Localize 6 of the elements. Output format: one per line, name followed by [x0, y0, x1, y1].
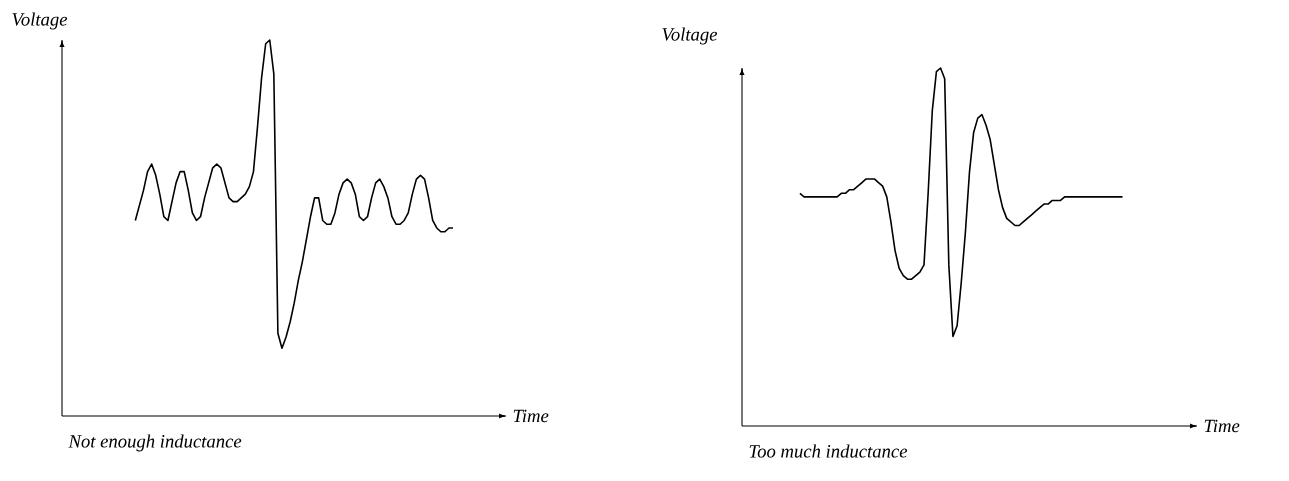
y-axis-title: Voltage: [12, 12, 68, 30]
text: Too much inductance: [749, 444, 908, 458]
text: Not enough inductance: [68, 434, 242, 452]
y-axis-title: Voltage: [662, 27, 718, 45]
x-axis-title: Time: [513, 409, 549, 423]
x-axis-title: Time: [1204, 419, 1240, 433]
